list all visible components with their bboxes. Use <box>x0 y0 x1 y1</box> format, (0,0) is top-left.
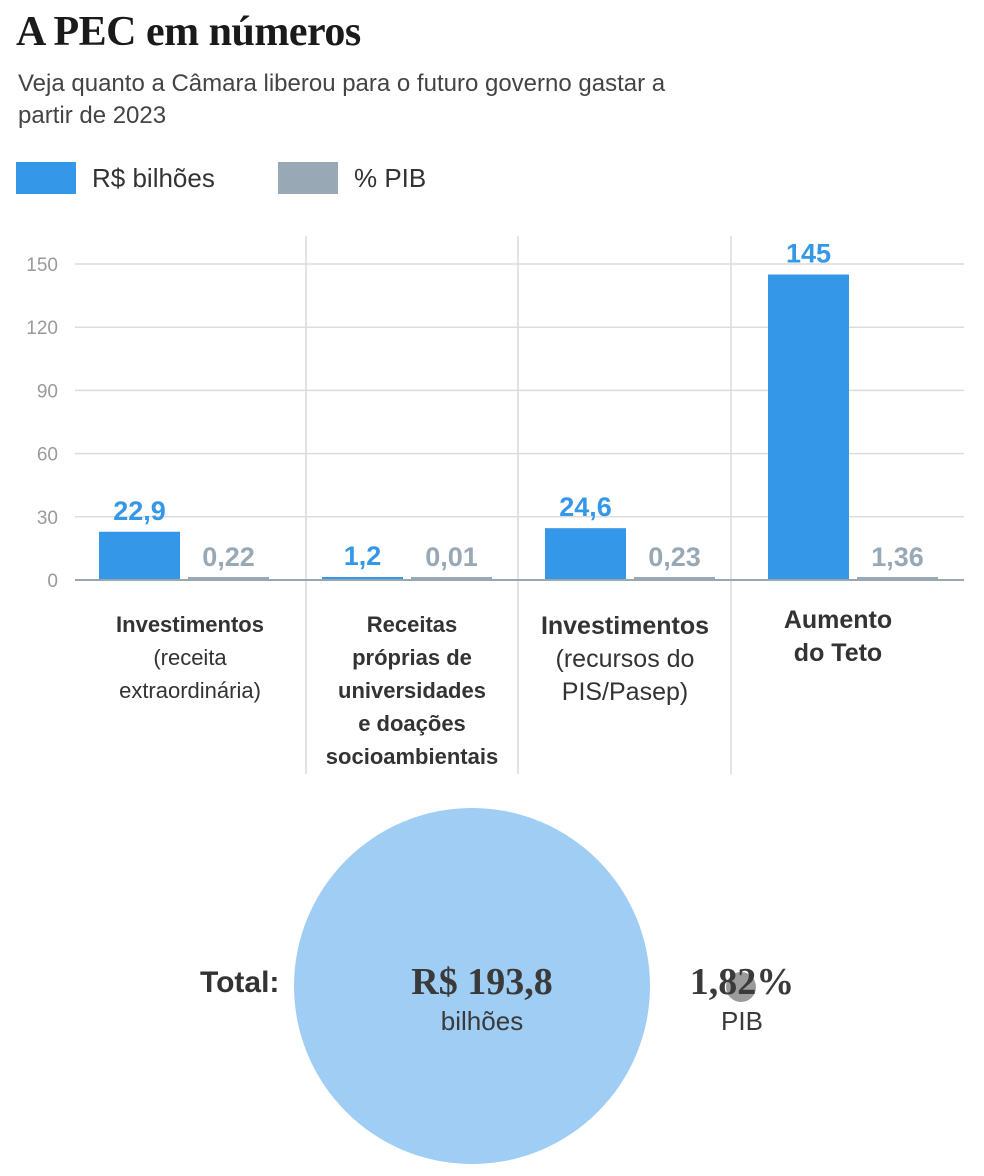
bar-chart: 0 30 60 90 120 150 22,9 1,2 24,6 145 0,22 0,01 0,23 1… <box>26 236 964 774</box>
y-tick-label: 90 <box>37 381 58 402</box>
bar-reais <box>322 577 403 580</box>
bar-pib <box>411 577 492 580</box>
data-label: 22,9 <box>113 496 166 526</box>
bar-pib <box>634 577 715 580</box>
y-tick-label: 30 <box>37 508 58 529</box>
category-label: universidades <box>338 678 486 703</box>
total-label: Total: <box>200 966 280 999</box>
category-label: Receitas <box>367 612 458 637</box>
total-unit: bilhões <box>440 1006 524 1036</box>
data-label: 1,36 <box>871 542 924 572</box>
y-tick-label: 150 <box>26 255 58 276</box>
total-pib-unit: PIB <box>721 1006 763 1036</box>
total-pib-value: 1,82% <box>689 961 795 1003</box>
category-label: Investimentos <box>116 612 264 637</box>
bar-pib <box>188 577 269 580</box>
category-label: Aumento <box>784 606 892 634</box>
data-label: 0,22 <box>202 542 255 572</box>
category-label: (receita <box>153 645 227 670</box>
category-label: socioambientais <box>326 744 498 769</box>
total-bubble <box>294 808 650 1164</box>
bar-reais <box>99 531 180 580</box>
chart-subtitle: Veja quanto a Câmara liberou para o futu… <box>18 70 666 129</box>
data-label: 0,01 <box>425 542 478 572</box>
legend-swatch-pib <box>278 162 338 194</box>
data-label: 0,23 <box>648 542 701 572</box>
category-label: (recursos do <box>556 645 695 673</box>
bar-pib <box>857 577 938 580</box>
category-label: Investimentos <box>541 612 709 640</box>
bar-reais <box>545 528 626 580</box>
bar-reais <box>768 274 849 580</box>
y-tick-label: 120 <box>26 318 58 339</box>
category-label: do Teto <box>794 639 882 667</box>
data-label: 24,6 <box>559 492 612 522</box>
legend-label-reais: R$ bilhões <box>92 162 215 193</box>
data-label: 145 <box>786 239 831 269</box>
y-tick-label: 60 <box>37 445 58 466</box>
category-label: e doações <box>358 711 466 736</box>
legend-swatch-reais <box>16 162 76 194</box>
category-label: próprias de <box>352 645 472 670</box>
category-label: extraordinária) <box>119 678 261 703</box>
legend-item-reais: R$ bilhões <box>16 162 215 194</box>
data-label: 1,2 <box>344 541 382 571</box>
total-value: R$ 193,8 <box>411 961 553 1003</box>
category-label: PIS/Pasep) <box>562 678 688 706</box>
y-tick-label: 0 <box>47 571 58 592</box>
legend-label-pib: % PIB <box>354 162 427 193</box>
legend-item-pib: % PIB <box>278 162 426 194</box>
chart-title: A PEC em números <box>16 9 361 55</box>
pib-dot <box>726 972 756 1002</box>
